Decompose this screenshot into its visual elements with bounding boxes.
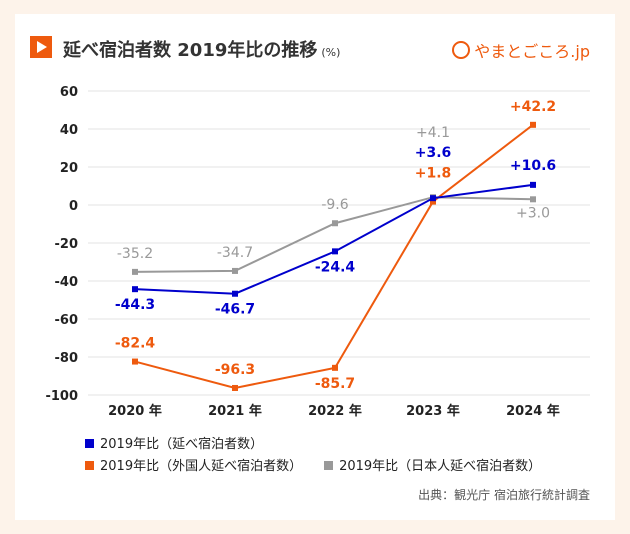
data-point — [132, 286, 138, 293]
data-point — [332, 220, 338, 227]
data-label: -9.6 — [321, 197, 348, 213]
logo: やまとごころ.jp — [452, 38, 590, 62]
legend-item-foreign: 2019年比（外国人延べ宿泊者数） — [85, 455, 302, 474]
chart-title: 延べ宿泊者数 2019年比の推移 (%) — [63, 40, 341, 61]
data-label: +1.8 — [415, 166, 452, 182]
x-tick-label: 2022 年 — [308, 403, 362, 419]
data-label: -35.2 — [117, 246, 153, 262]
y-tick-label: -60 — [55, 313, 79, 328]
x-tick-label: 2023 年 — [406, 403, 460, 419]
data-point — [132, 268, 138, 275]
y-tick-label: -80 — [55, 351, 79, 366]
y-tick-label: 40 — [60, 123, 78, 138]
data-point — [530, 181, 536, 188]
logo-mark-icon — [452, 41, 471, 59]
data-label: -46.7 — [215, 302, 255, 318]
data-point — [332, 364, 338, 371]
play-icon — [30, 36, 52, 58]
legend-item-total: 2019年比（延べ宿泊者数） — [85, 433, 263, 452]
data-label: -34.7 — [217, 245, 253, 261]
data-point — [232, 290, 238, 297]
y-tick-label: -40 — [55, 275, 79, 290]
y-tick-label: -100 — [45, 389, 78, 404]
legend-row-1: 2019年比（延べ宿泊者数） — [85, 433, 263, 452]
data-point — [530, 196, 536, 203]
data-label: -85.7 — [315, 376, 355, 392]
data-point — [232, 384, 238, 391]
data-point — [332, 248, 338, 255]
source-note: 出典：観光庁 宿泊旅行統計調査 — [418, 488, 590, 502]
data-label: +4.1 — [416, 125, 450, 141]
x-tick-label: 2021 年 — [208, 403, 262, 419]
chart-card — [15, 14, 615, 520]
data-label: -96.3 — [215, 362, 255, 378]
data-label: -44.3 — [115, 297, 155, 313]
y-tick-label: 60 — [60, 85, 78, 100]
data-point — [430, 198, 436, 205]
data-point — [430, 195, 436, 202]
data-point — [530, 121, 536, 128]
data-label: +3.6 — [415, 145, 452, 161]
data-point — [232, 267, 238, 274]
data-label: +10.6 — [510, 158, 556, 174]
legend-item-japanese: 2019年比（日本人延べ宿泊者数） — [324, 455, 541, 474]
data-point — [132, 358, 138, 365]
data-label: +42.2 — [510, 99, 556, 115]
data-label: -24.4 — [315, 259, 356, 275]
data-label: -82.4 — [115, 336, 156, 352]
x-tick-label: 2020 年 — [108, 403, 162, 419]
legend-row-2: 2019年比（外国人延べ宿泊者数） 2019年比（日本人延べ宿泊者数） — [85, 455, 541, 474]
y-tick-label: 0 — [69, 199, 78, 214]
y-tick-label: -20 — [55, 237, 79, 252]
unit-label: (%) — [321, 46, 341, 59]
x-tick-label: 2024 年 — [506, 403, 560, 419]
data-label: +3.0 — [516, 205, 550, 221]
series-line — [134, 124, 534, 389]
y-tick-label: 20 — [60, 161, 78, 176]
